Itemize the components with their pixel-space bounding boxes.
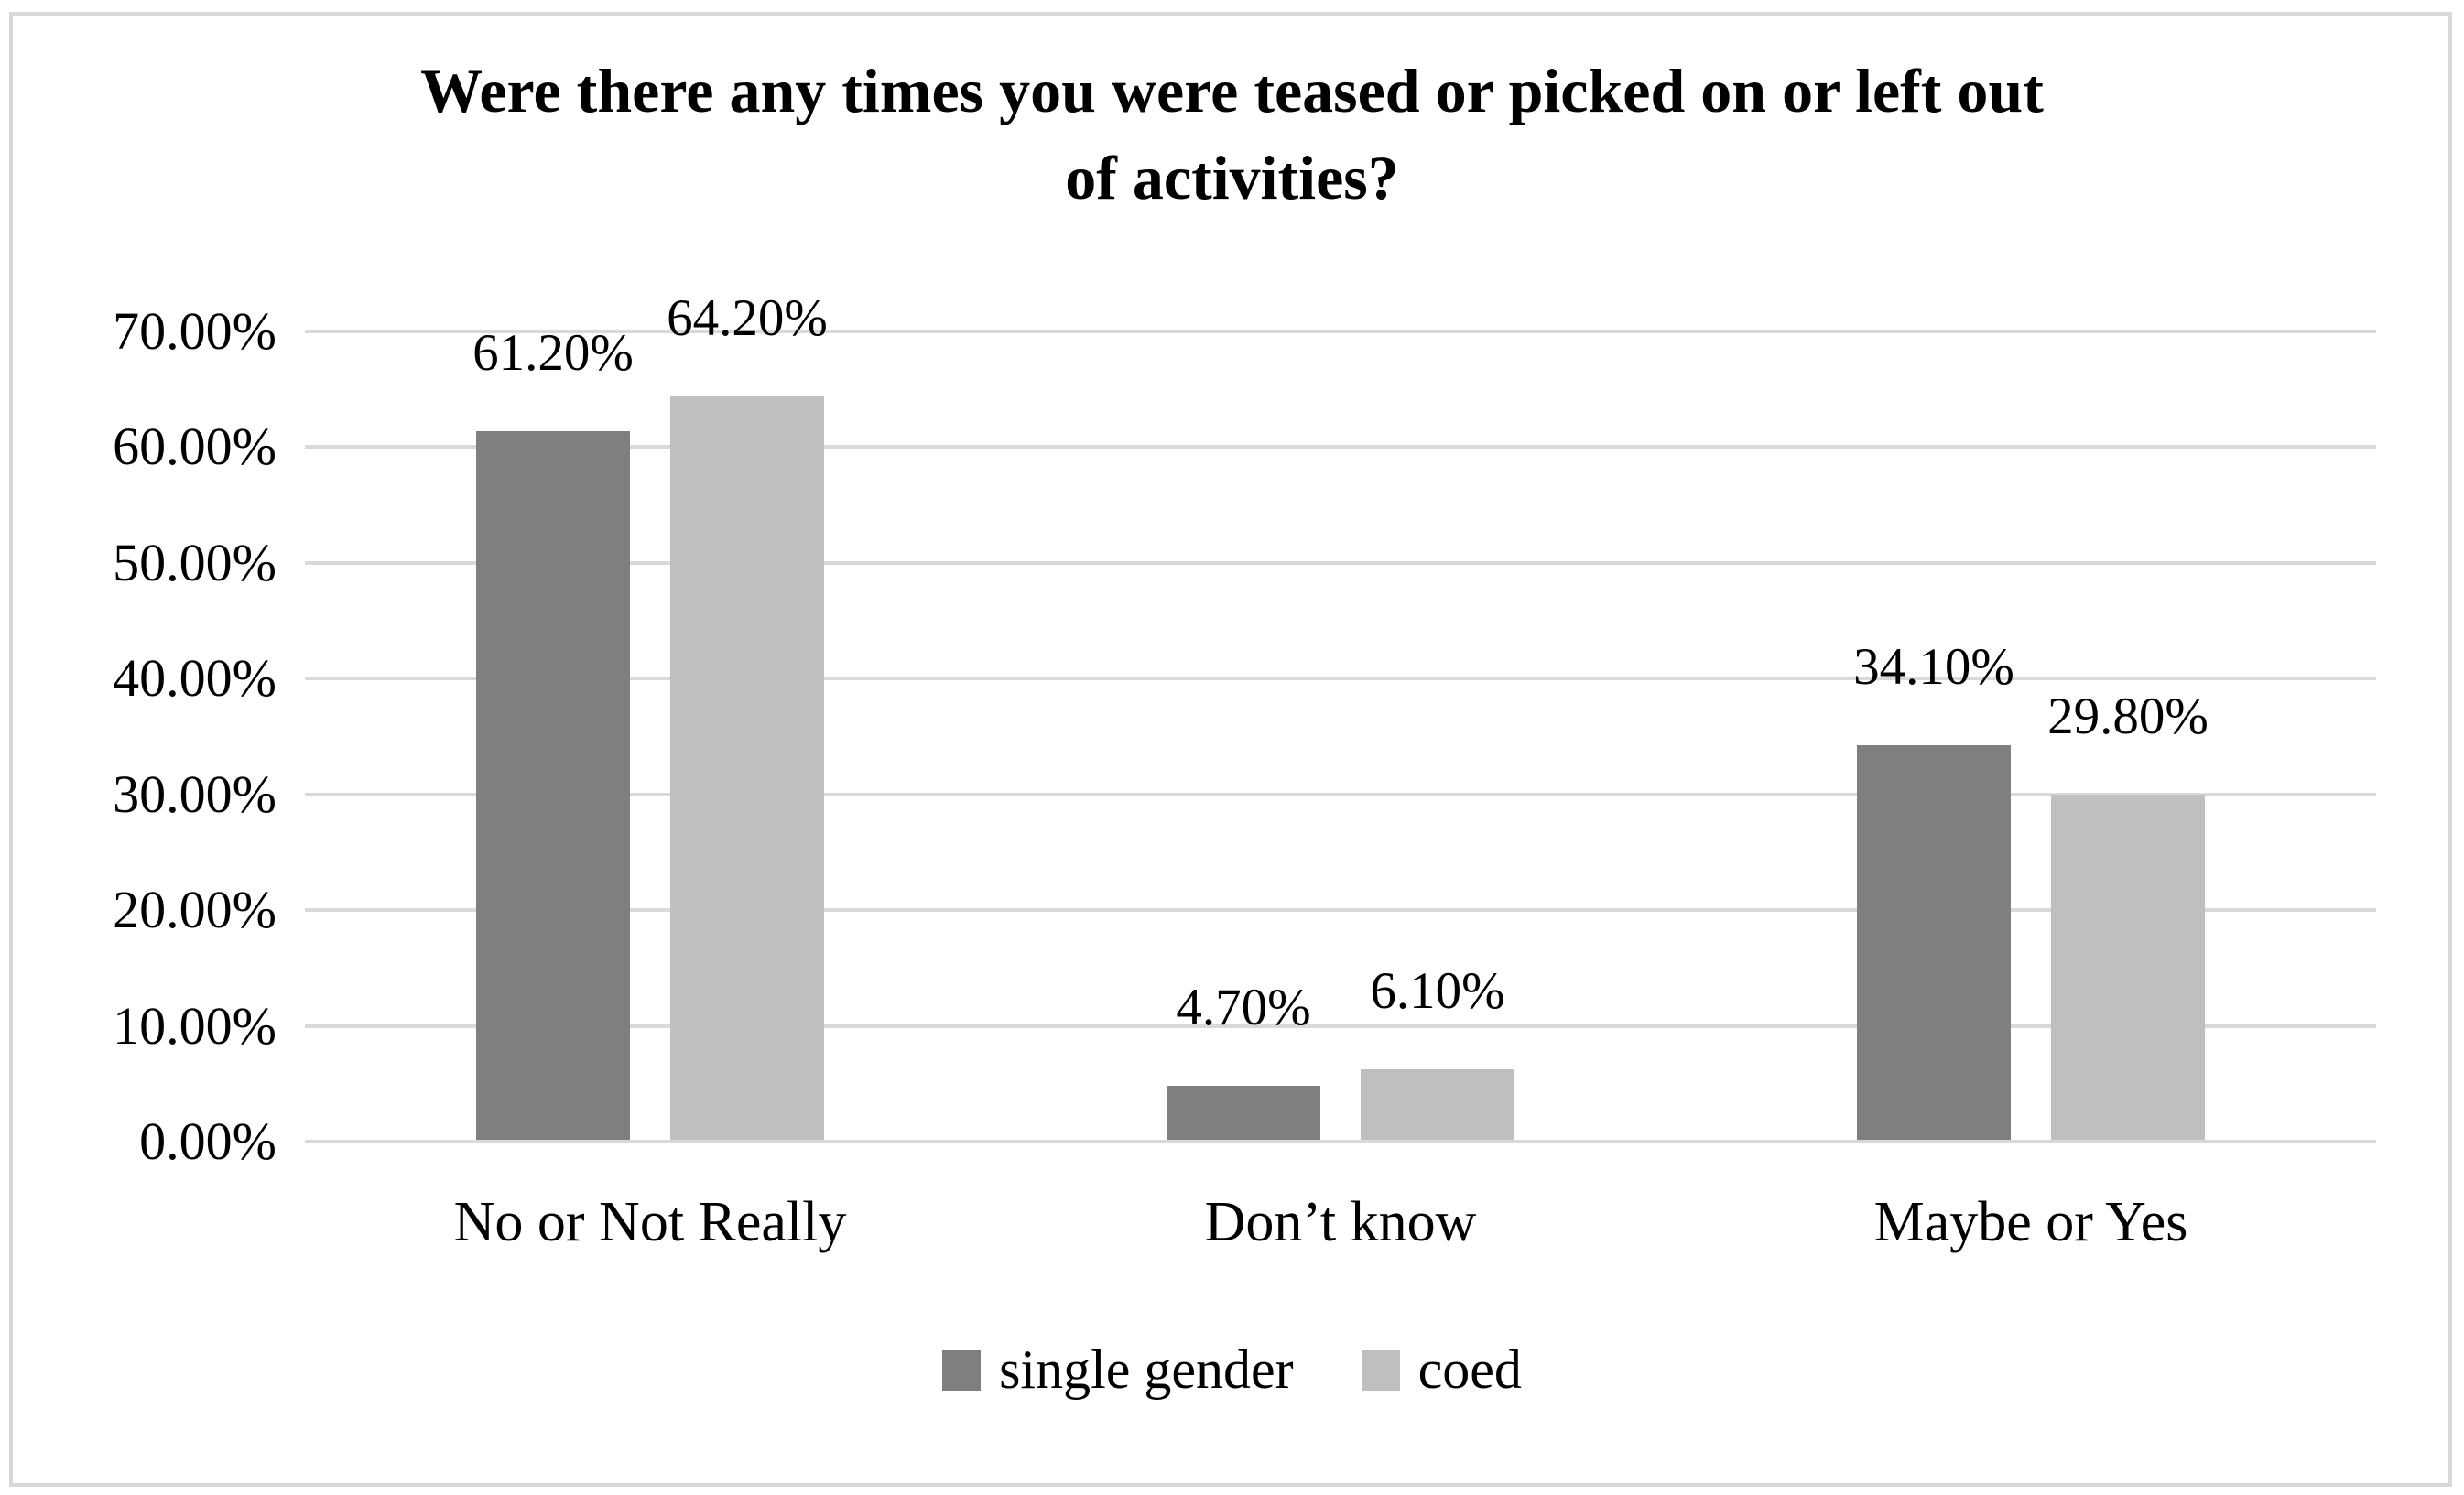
bar-value-label: 64.20% (667, 289, 828, 348)
legend-swatch (942, 1349, 982, 1391)
bar-value-label: 29.80% (2047, 688, 2209, 746)
y-tick-label: 50.00% (113, 532, 277, 592)
gridline (305, 1140, 2376, 1143)
gridline (305, 1024, 2376, 1028)
bar-coed (670, 396, 824, 1140)
chart-title: Were there any times you were teased or … (134, 48, 2331, 222)
gridline (305, 445, 2376, 450)
bar-coed (1361, 1068, 1514, 1140)
y-tick-label: 0.00% (139, 1111, 277, 1171)
legend-item: single gender (942, 1338, 1294, 1402)
x-category-label: No or Not Really (453, 1191, 847, 1253)
legend-label: coed (1417, 1339, 1522, 1400)
gridline (305, 908, 2376, 913)
bar-value-label: 4.70% (1176, 978, 1311, 1036)
legend-swatch (1361, 1349, 1400, 1391)
y-tick-label: 10.00% (113, 995, 277, 1056)
bar-single-gender (476, 431, 630, 1140)
bar-single-gender (1857, 744, 2011, 1140)
y-tick-label: 30.00% (113, 764, 277, 824)
x-axis: No or Not Really Don’t know Maybe or Yes (305, 1190, 2376, 1273)
y-tick-label: 70.00% (113, 301, 277, 361)
y-tick-label: 20.00% (113, 880, 277, 940)
gridline (305, 560, 2376, 565)
legend-label: single gender (999, 1339, 1294, 1400)
bar-value-label: 61.20% (472, 324, 634, 383)
legend: single gender coed (0, 1338, 2464, 1402)
y-axis: 0.00% 10.00% 20.00% 30.00% 40.00% 50.00% 60.00… (0, 301, 277, 1171)
gridline (305, 792, 2376, 796)
gridline (305, 677, 2376, 681)
bar-value-label: 34.10% (1853, 637, 2014, 696)
plot-area: 61.20% 64.20% 4.70% 6.10% 34.10% 29.80% (305, 291, 2376, 1143)
chart-title-line-1: Were there any times you were teased or … (420, 56, 2044, 125)
chart-frame (9, 12, 2452, 1487)
y-tick-label: 60.00% (113, 417, 277, 477)
legend-item: coed (1361, 1338, 1522, 1402)
chart-title-line-2: of activities? (1065, 143, 1399, 212)
y-tick-label: 40.00% (113, 648, 277, 709)
x-category-label: Maybe or Yes (1873, 1191, 2188, 1253)
bar-single-gender (1167, 1085, 1320, 1140)
bar-coed (2051, 795, 2205, 1140)
bar-value-label: 6.10% (1370, 961, 1505, 1020)
x-category-label: Don’t know (1204, 1191, 1477, 1253)
gridline (305, 330, 2376, 333)
